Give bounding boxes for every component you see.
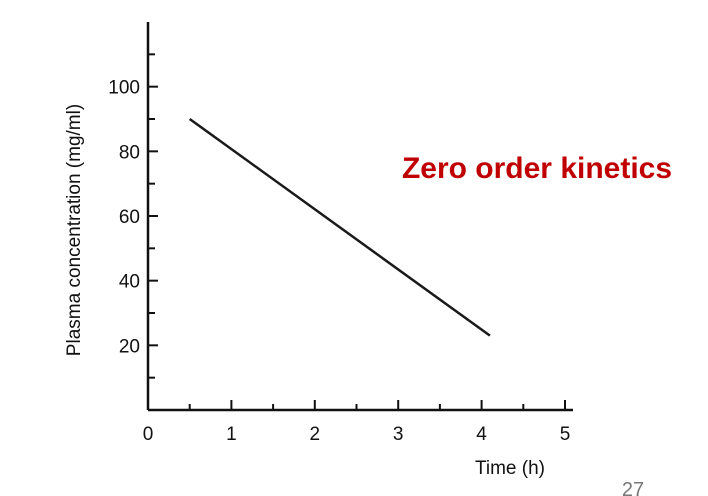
x-tick-label: 4 [476, 424, 487, 445]
y-tick-label: 40 [119, 272, 140, 293]
y-axis-label: Plasma concentration (mg/ml) [64, 104, 85, 356]
zero-order-annotation: Zero order kinetics [402, 152, 672, 185]
x-tick-label: 0 [143, 424, 154, 445]
x-tick-label: 1 [226, 424, 237, 445]
y-tick-label: 100 [108, 78, 140, 99]
y-tick-label: 20 [119, 336, 140, 357]
x-axis-ticks: 0 1 2 3 4 5 [143, 400, 571, 445]
y-tick-label: 80 [119, 142, 140, 163]
series-group [188, 117, 491, 337]
x-tick-label: 3 [393, 424, 404, 445]
x-axis-label: Time (h) [475, 458, 545, 479]
y-axis-ticks: 20 40 60 80 100 [108, 53, 158, 379]
page-number: 27 [622, 479, 644, 496]
y-tick-label: 60 [119, 207, 140, 228]
x-tick-label: 5 [560, 424, 571, 445]
x-tick-label: 2 [310, 424, 321, 445]
concentration-line [188, 117, 491, 337]
